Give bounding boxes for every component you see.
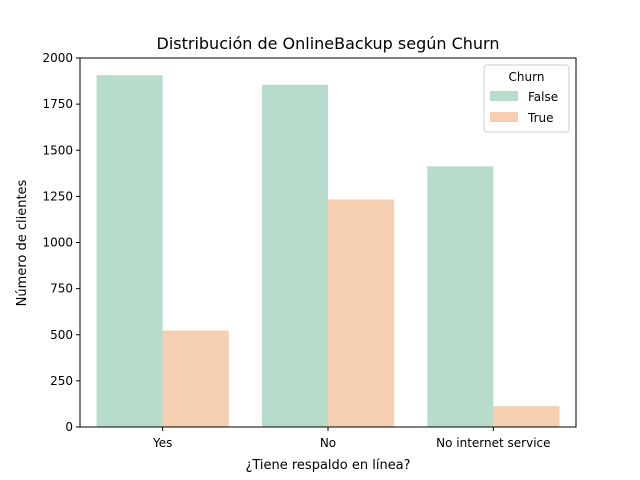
bar-false-yes	[96, 75, 163, 427]
legend: Churn False True	[483, 64, 570, 133]
y-tick-label: 0	[65, 420, 73, 434]
y-tick-label: 1000	[42, 236, 73, 250]
y-tick-label: 1500	[42, 143, 73, 157]
bar-false-no-internet-service	[427, 166, 494, 427]
x-tick-label: No internet service	[436, 436, 550, 450]
y-tick-label: 1750	[42, 97, 73, 111]
bars-layer	[96, 75, 560, 427]
chart-title: Distribución de OnlineBackup según Churn	[157, 34, 500, 53]
y-tick-label: 250	[50, 374, 73, 388]
y-tick-label: 1250	[42, 189, 73, 203]
y-axis-label: Número de clientes	[15, 179, 30, 306]
x-tick-label: No	[320, 436, 336, 450]
y-tick-label: 750	[50, 282, 73, 296]
legend-swatch-false	[490, 91, 518, 101]
y-tick-label: 500	[50, 328, 73, 342]
bar-false-no	[261, 84, 328, 427]
x-tick-label: Yes	[152, 436, 172, 450]
bar-true-no-internet-service	[493, 406, 560, 427]
bar-true-no	[328, 199, 395, 427]
legend-label-true: True	[527, 111, 554, 125]
legend-label-false: False	[528, 90, 558, 104]
axes-layer: 0 250 500 750 1000 1250 1500 1750 2000 Yes No No in…	[42, 51, 577, 450]
legend-swatch-true	[490, 112, 518, 122]
legend-title: Churn	[509, 70, 545, 84]
y-tick-label: 2000	[42, 51, 73, 65]
bar-true-yes	[162, 330, 229, 427]
x-axis-label: ¿Tiene respaldo en línea?	[245, 458, 410, 473]
